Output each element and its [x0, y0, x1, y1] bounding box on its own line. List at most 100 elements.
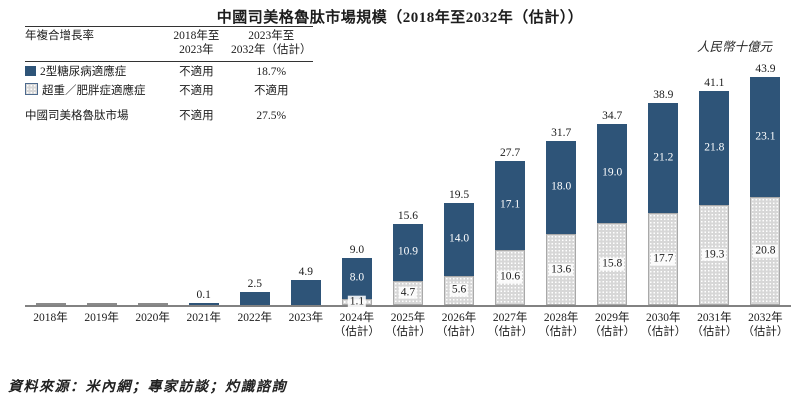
x-axis-label-year: 2032年: [748, 312, 783, 324]
x-axis-label-year: 2025年: [390, 312, 426, 324]
bar-stack: 21.2 17.7: [648, 102, 679, 305]
bar-column: [76, 57, 127, 305]
x-axis-label: 2022年: [229, 307, 280, 340]
cagr-period1-header: 2018年至 2023年: [163, 26, 230, 62]
obesity-value-label: 10.6: [498, 271, 523, 284]
bar-segment-t2d: 8.0: [341, 257, 372, 300]
total-market-label: 中國司美格魯肽市場: [25, 109, 129, 122]
bar-total-label: 4.9: [298, 265, 314, 278]
bar-segment-obesity: 20.8: [750, 196, 781, 305]
x-axis-label: 2025年 （估計）: [382, 307, 433, 340]
bar-segment-obesity: 19.3: [699, 204, 730, 305]
t2d-cagr-2023-2032: 18.7%: [256, 65, 287, 78]
bar-column: [25, 57, 76, 305]
obesity-cagr-2023-2032: 不適用: [253, 84, 289, 97]
bar-column: [127, 57, 178, 305]
bar-segment-t2d: 21.8: [699, 91, 730, 205]
cagr-row-t2d: 2型糖尿病適應症 不適用 18.7%: [25, 61, 313, 80]
bar-segment-obesity: 10.6: [495, 249, 526, 305]
bar-total-label: 2.5: [247, 278, 262, 290]
obesity-value-label: 15.8: [600, 257, 625, 271]
x-axis-label-year: 2026年: [441, 312, 477, 324]
bar-stack: [239, 292, 270, 305]
x-axis-label-year: 2029年: [594, 312, 630, 324]
bar-total-label: 9.0: [349, 243, 365, 256]
x-axis-label: 2021年: [178, 307, 229, 340]
t2d-value-label: 10.9: [397, 245, 419, 258]
bar-column: 2.5: [229, 57, 280, 305]
x-axis-label: 2030年 （估計）: [638, 307, 689, 340]
cagr-period2-header: 2023年至 2032年（估計）: [229, 26, 313, 62]
total-market-cagr-2023-2032: 27.5%: [256, 109, 287, 122]
bar-total-label: 43.9: [755, 62, 776, 75]
bar-stack: [86, 303, 117, 305]
t2d-value-label: 18.0: [551, 181, 572, 194]
bar-stack: 21.8 19.3: [699, 91, 730, 305]
bar-segment-t2d: 19.0: [597, 124, 628, 223]
bar-segment-t2d: 21.2: [648, 102, 679, 213]
x-axis-label-estimate: （估計）: [691, 326, 738, 339]
bar-segment-obesity: 15.8: [597, 222, 628, 305]
bar-column: 27.7 17.1 10.6: [485, 57, 536, 305]
x-axis-label: 2028年 （估計）: [536, 307, 587, 340]
bar-segment-obesity: 13.6: [546, 234, 577, 305]
x-axis-label-year: 2027年: [492, 312, 528, 324]
bar-segment-t2d: 18.0: [546, 140, 577, 235]
period1-line2: 2023年: [179, 44, 214, 57]
x-axis-label: 2027年 （估計）: [485, 307, 536, 340]
x-axis-label: 2026年 （估計）: [434, 307, 485, 340]
x-axis-label: 2024年 （估計）: [331, 307, 382, 340]
bar-total-label: 27.7: [500, 146, 521, 159]
x-axis-label-estimate: （估計）: [487, 326, 534, 339]
bar-column: 34.7 19.0 15.8: [587, 57, 638, 305]
bar-column: 0.1: [178, 57, 229, 305]
bar-segment-obesity: 4.7: [392, 280, 423, 305]
obesity-cagr-2018-2023: 不適用: [179, 84, 214, 97]
x-axis-label-year: 2020年: [135, 312, 170, 324]
cagr-row-total-market: 中國司美格魯肽市場 不適用 27.5%: [25, 100, 313, 124]
bar-segment-t2d: 10.9: [392, 223, 423, 281]
t2d-legend-swatch: [25, 65, 36, 76]
x-axis-label-year: 2019年: [84, 312, 119, 324]
obesity-legend-swatch: [25, 83, 38, 96]
cagr-metric-header: 年複合增長率: [25, 26, 164, 62]
obesity-value-label: 13.6: [549, 263, 574, 276]
obesity-value-label: 19.3: [702, 248, 727, 262]
bar-segment-t2d: 14.0: [444, 203, 475, 276]
bar-column: 43.9 23.1 20.8: [740, 57, 791, 305]
x-axis-label-estimate: （估計）: [333, 326, 380, 339]
x-axis-label: 2018年: [25, 307, 76, 340]
x-axis: 2018年 2019年 2020年 2021年 2022年 2023年 2024年 （估計） 2…: [25, 307, 791, 340]
x-axis-label: 2029年 （估計）: [587, 307, 638, 340]
t2d-value-label: 17.1: [500, 199, 521, 212]
bar-column: 38.9 21.2 17.7: [638, 57, 689, 305]
x-axis-label: 2020年: [127, 307, 178, 340]
chart-title: 中國司美格魯肽市場規模（2018年至2032年（估計））: [216, 10, 584, 26]
bar-segment-t2d: 23.1: [750, 76, 781, 197]
x-axis-label-estimate: （估計）: [640, 326, 687, 339]
bar-sliver: [86, 303, 117, 305]
period2-line2: 2032年（估計）: [230, 44, 312, 57]
bar-column: 4.9: [280, 57, 331, 305]
t2d-value-label: 23.1: [755, 130, 776, 143]
bar-total-label: 38.9: [653, 88, 674, 101]
bar-stack: [290, 279, 321, 305]
obesity-value-label: 20.8: [753, 244, 778, 258]
bar-segment-t2d: [290, 279, 321, 305]
bar-column: 31.7 18.0 13.6: [536, 57, 587, 305]
period2-line1: 2023年至: [248, 30, 295, 42]
bar-segment-obesity: 17.7: [648, 212, 679, 305]
bar-column: 41.1 21.8 19.3: [689, 57, 740, 305]
bar-column: 19.5 14.0 5.6: [434, 57, 485, 305]
x-axis-label-estimate: （估計）: [538, 326, 585, 339]
cagr-table: 年複合增長率 2018年至 2023年 2023年至 2032年（估計） 2型糖尿病…: [25, 26, 313, 124]
period1-line1: 2018年至: [173, 30, 220, 42]
x-axis-label-year: 2022年: [237, 312, 273, 324]
x-axis-label: 2032年 （估計）: [740, 307, 791, 340]
bar-stack: 18.0 13.6: [546, 140, 577, 305]
t2d-value-label: 21.8: [704, 141, 725, 154]
x-axis-label: 2031年 （估計）: [689, 307, 740, 340]
bar-stack: 19.0 15.8: [597, 124, 628, 305]
plot-area: 0.1 2.5 4.9 9.0 8.0 1.1 15.6 10.9 4.7 19.5 14.0 5.6…: [25, 57, 791, 309]
t2d-value-label: 14.0: [448, 233, 470, 246]
